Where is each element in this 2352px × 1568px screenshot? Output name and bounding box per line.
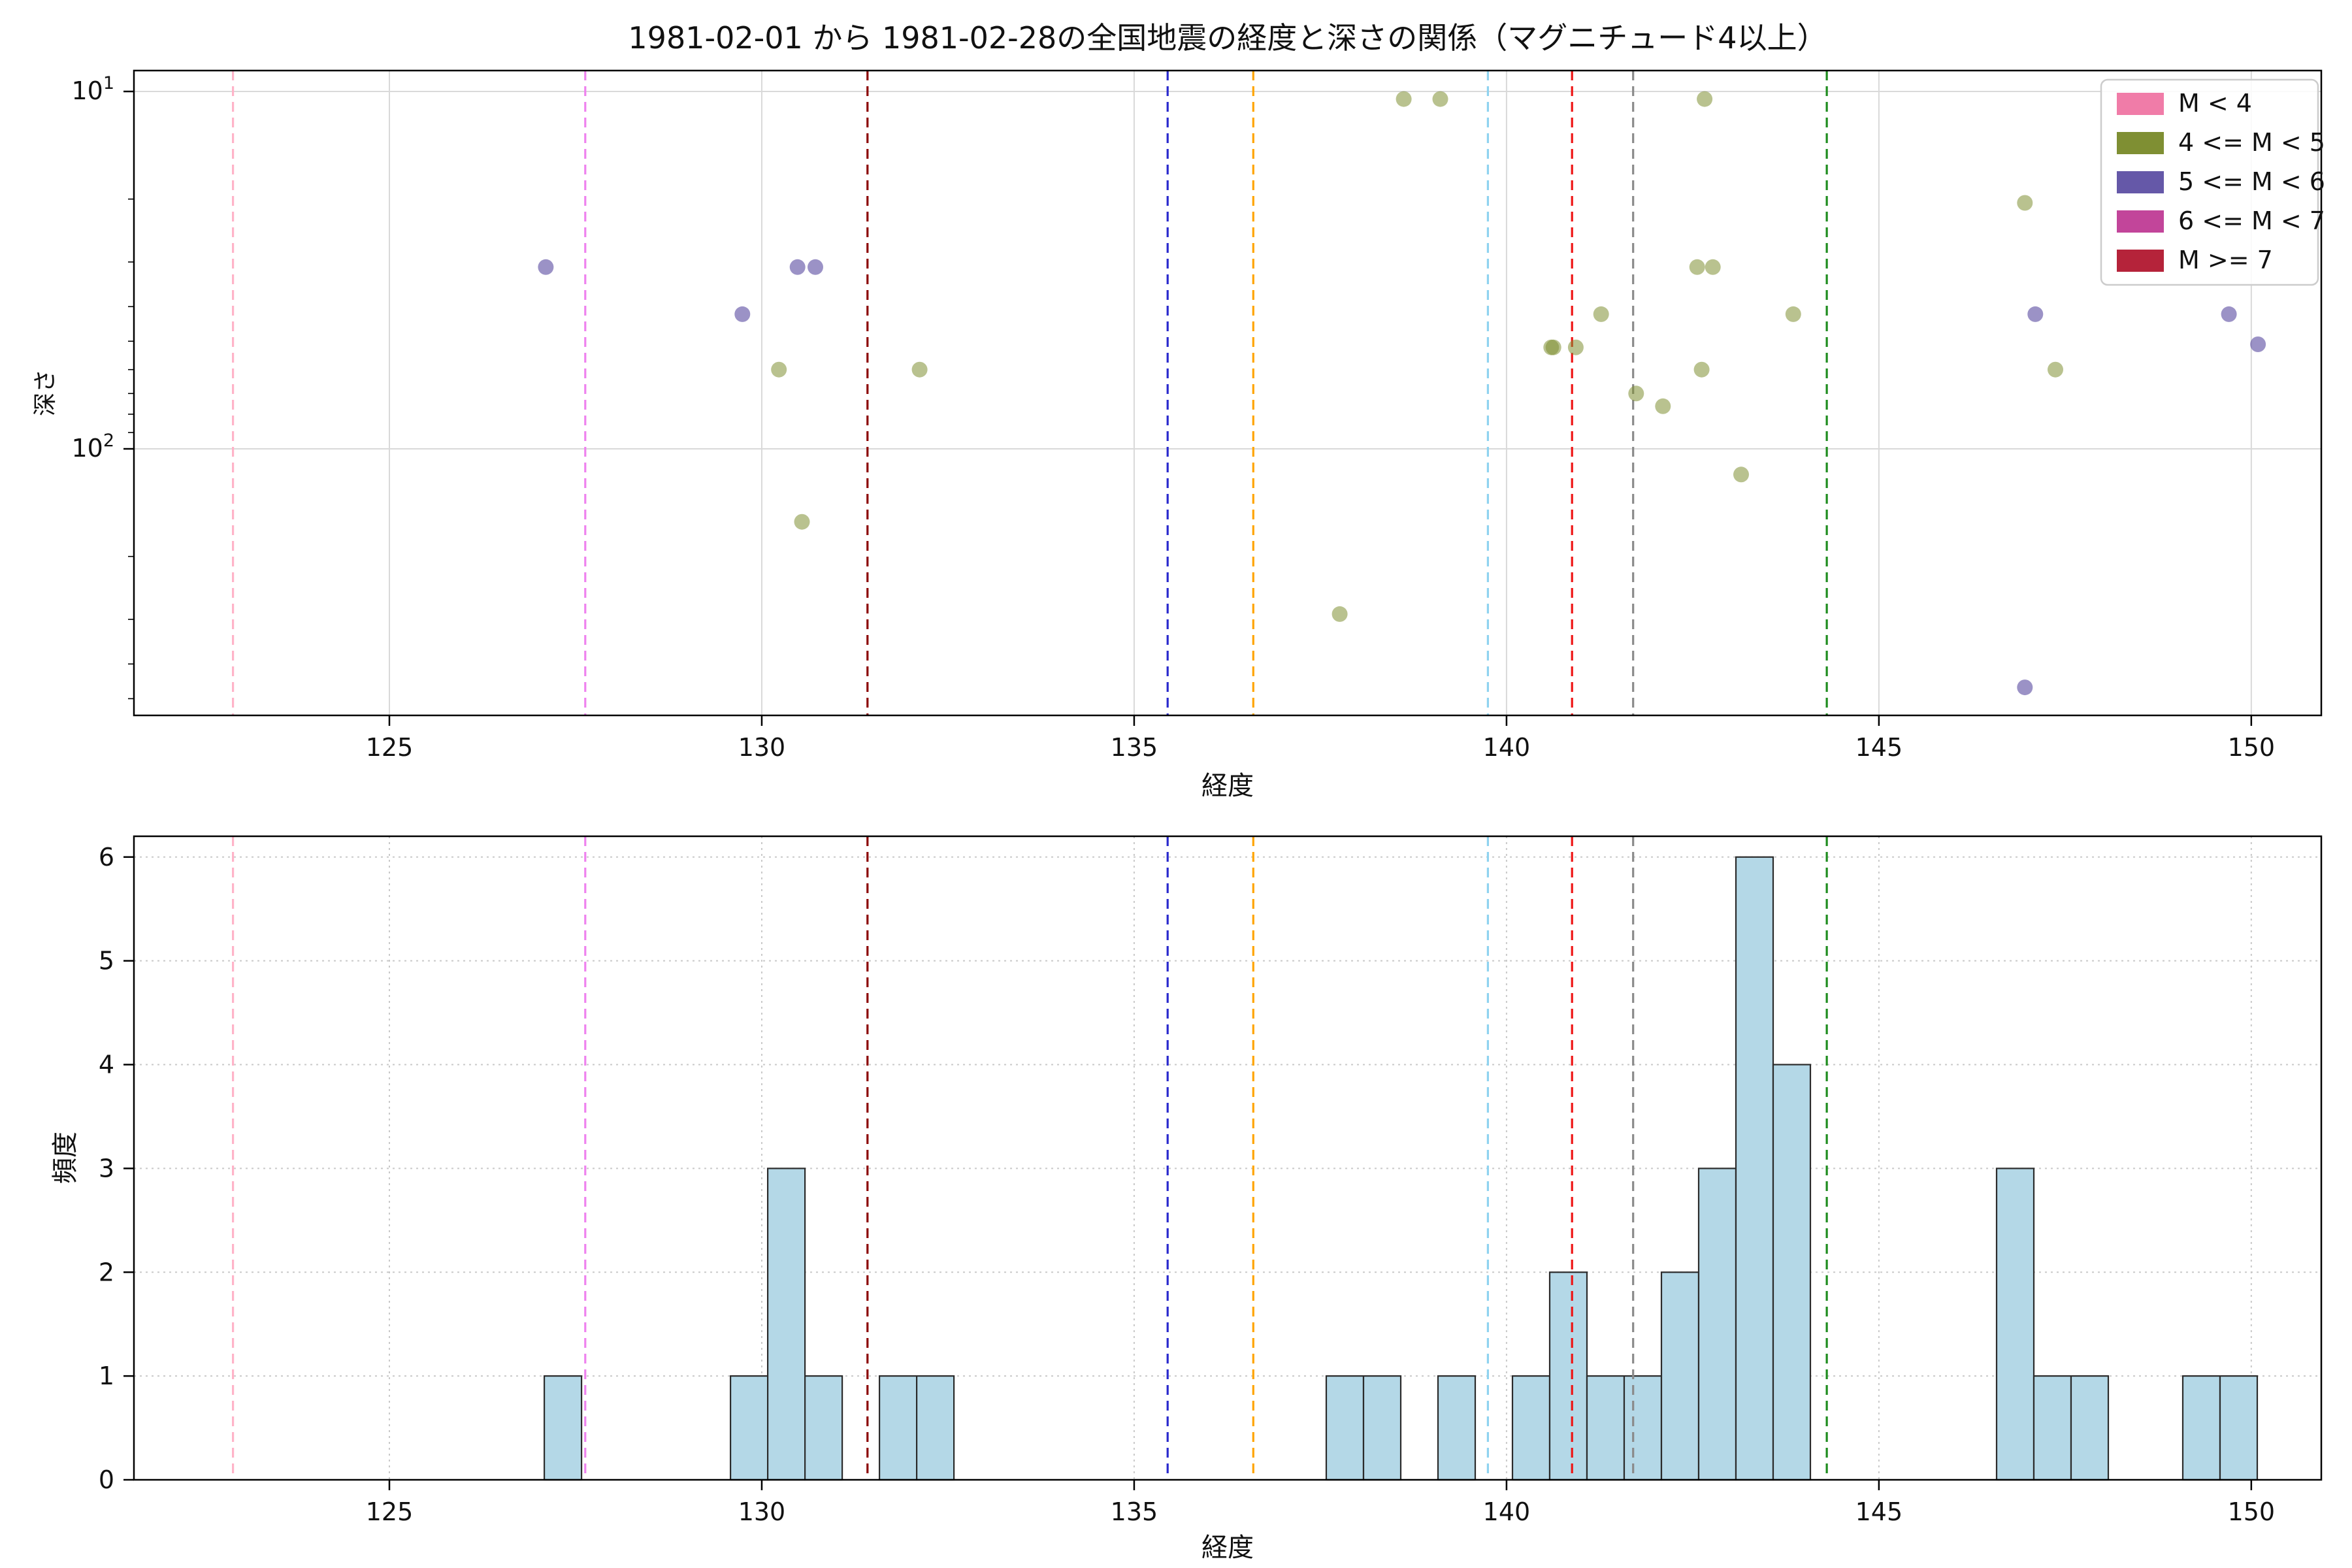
histogram-bar <box>878 1375 918 1481</box>
axes-frame <box>133 835 2323 1481</box>
x-tick-label: 135 <box>1111 733 1158 762</box>
x-tick-label: 140 <box>1483 1497 1531 1526</box>
histogram-bar <box>1623 1375 1663 1481</box>
histogram-bar <box>1586 1375 1625 1481</box>
scatter-point <box>1396 91 1412 107</box>
histogram-bar <box>2033 1375 2072 1481</box>
histogram-bar <box>766 1168 806 1481</box>
histogram-bar <box>2181 1375 2221 1481</box>
scatter-point <box>1331 606 1348 622</box>
histogram-bar <box>1548 1271 1588 1481</box>
y-tick-label: 102 <box>71 431 114 463</box>
histogram-bar <box>804 1375 843 1481</box>
legend-swatch <box>2117 210 2164 233</box>
legend-swatch <box>2117 171 2164 193</box>
histogram-bar <box>1697 1168 1737 1481</box>
legend-label: M < 4 <box>2178 89 2252 118</box>
y-tick-label: 4 <box>99 1051 114 1079</box>
x-tick-label: 145 <box>1855 733 1903 762</box>
histogram-bar <box>1437 1375 1477 1481</box>
legend: M < 4 4 <= M < 5 5 <= M < 6 6 <= M < 7 M >= … <box>2100 78 2325 286</box>
scatter-point <box>1693 361 1710 378</box>
scatter-point <box>1785 306 1801 322</box>
x-tick-label: 130 <box>738 733 786 762</box>
histogram-bar <box>543 1375 583 1481</box>
legend-box <box>2100 78 2319 286</box>
scatter-plot: 125 130 135 140 145 150 101 102 M < 4 4 <= M < 5 5… <box>71 69 2325 762</box>
scatter-y-axis-label: 深さ <box>32 368 59 417</box>
scatter-point <box>2027 306 2044 322</box>
y-tick-label: 3 <box>99 1154 114 1183</box>
x-tick-label: 140 <box>1483 733 1531 762</box>
legend-label: 6 <= M < 7 <box>2178 206 2325 235</box>
histogram-bar <box>1325 1375 1365 1481</box>
scatter-point <box>911 361 928 378</box>
histogram-bar <box>2070 1375 2110 1481</box>
scatter-point <box>1655 398 1671 414</box>
y-tick-label: 5 <box>99 947 114 975</box>
x-tick-label: 150 <box>2228 1497 2276 1526</box>
histogram-bar <box>2219 1375 2259 1481</box>
scatter-point <box>808 259 823 275</box>
x-tick-label: 135 <box>1111 1497 1158 1526</box>
y-tick-label: 2 <box>99 1258 114 1286</box>
histogram-bar <box>1735 856 1774 1481</box>
scatter-x-axis-label: 経度 <box>1201 771 1254 801</box>
scatter-point <box>2250 336 2266 352</box>
x-tick-label: 145 <box>1855 1497 1903 1526</box>
histogram-bar <box>1660 1271 1700 1481</box>
scatter-point <box>771 361 787 378</box>
histogram-bar <box>1511 1375 1551 1481</box>
legend-label: M >= 7 <box>2178 246 2273 274</box>
x-tick-label: 150 <box>2228 733 2276 762</box>
scatter-point <box>2221 306 2237 322</box>
histogram-bar <box>1362 1375 1402 1481</box>
x-tick-label: 130 <box>738 1497 786 1526</box>
histogram-bar <box>1995 1168 2035 1481</box>
scatter-point <box>2048 361 2063 378</box>
scatter-point <box>2017 195 2033 211</box>
y-tick-label: 101 <box>71 73 114 105</box>
histogram-plot: 125 130 135 140 145 150 0 1 2 3 4 5 6 <box>99 835 2323 1526</box>
scatter-point <box>1705 259 1721 275</box>
histogram-bar <box>729 1375 769 1481</box>
scatter-point <box>1593 306 1609 322</box>
scatter-point <box>1545 339 1561 355</box>
y-tick-label: 1 <box>99 1362 114 1390</box>
scatter-point <box>1432 91 1448 107</box>
x-tick-label: 125 <box>366 733 414 762</box>
scatter-point <box>1628 385 1644 402</box>
scatter-point <box>2017 679 2033 696</box>
histogram-y-axis-label: 頻度 <box>50 1132 80 1184</box>
x-tick-label: 125 <box>366 1497 414 1526</box>
scatter-point <box>794 514 810 530</box>
scatter-point <box>734 306 751 322</box>
scatter-point <box>538 259 554 275</box>
legend-swatch <box>2117 132 2164 154</box>
legend-label: 4 <= M < 5 <box>2178 128 2325 157</box>
histogram-bar <box>1772 1064 1812 1481</box>
scatter-point <box>789 259 806 275</box>
y-tick-label: 0 <box>99 1465 114 1494</box>
chart-title: 1981-02-01 から 1981-02-28の全国地震の経度と深さの関係（マ… <box>628 20 1827 56</box>
legend-label: 5 <= M < 6 <box>2178 167 2325 196</box>
y-tick-label: 6 <box>99 843 114 872</box>
scatter-point <box>1697 91 1713 107</box>
axes-frame <box>133 69 2323 717</box>
scatter-point <box>1689 259 1705 275</box>
histogram-bar <box>915 1375 955 1481</box>
scatter-point <box>1733 466 1749 483</box>
histogram-x-axis-label: 経度 <box>1201 1533 1254 1563</box>
legend-swatch <box>2117 93 2164 115</box>
scatter-point <box>1567 339 1584 355</box>
legend-swatch <box>2117 250 2164 272</box>
